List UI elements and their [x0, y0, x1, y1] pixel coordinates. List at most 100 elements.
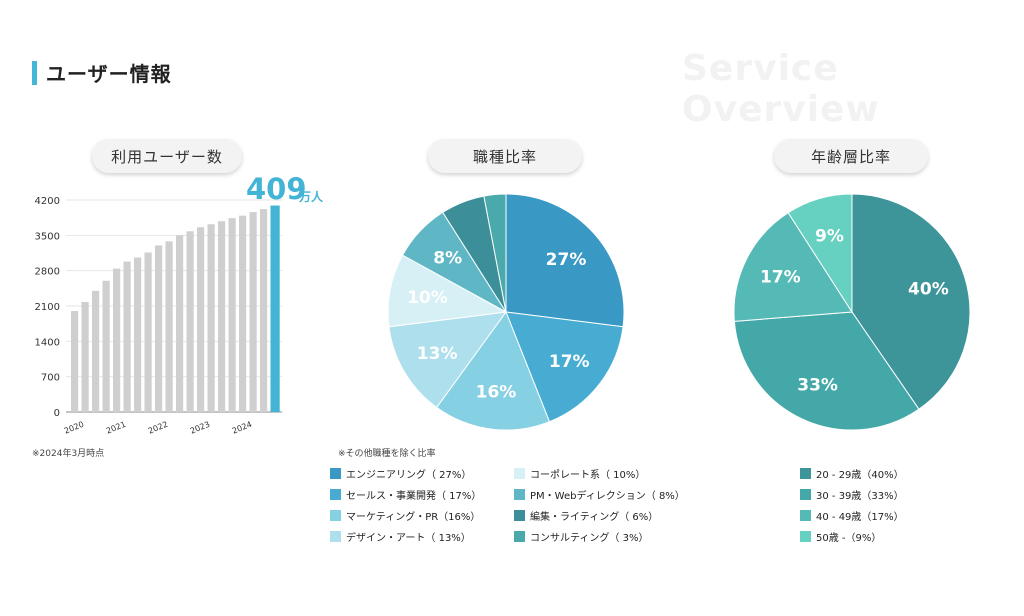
y-tick-label: 0 [54, 408, 60, 419]
legend-item: 50歳 -（9%） [800, 529, 881, 544]
pie-slice [851, 193, 971, 410]
user-count-bar [123, 261, 131, 412]
legend-swatch [330, 531, 341, 542]
jobs-pie-chart: 27% 17% 16% 13% 10% 8% [387, 193, 625, 431]
legend-item: 40 - 49歳（17%） [800, 508, 904, 523]
highlight-bar [270, 205, 280, 412]
user-count-bar [218, 221, 226, 412]
y-tick-label: 3500 [35, 231, 60, 242]
legend-label: コンサルティング（ 3%） [530, 533, 649, 544]
legend-swatch [514, 531, 525, 542]
legend-label: 40 - 49歳（17%） [816, 512, 904, 523]
legend-label: マーケティング・PR（16%） [346, 512, 481, 523]
legend-label: 30 - 39歳（33%） [816, 491, 904, 502]
pie-slice [787, 193, 853, 314]
legend-note: ※その他職種を除く比率 [338, 449, 436, 459]
user-count-bar [81, 301, 89, 412]
user-count-bar [249, 212, 257, 412]
pie-slice-label: 17% [760, 268, 801, 288]
pie-slice [387, 254, 508, 328]
user-count-bar [239, 215, 247, 412]
legend-label: PM・Webディレクション（ 8%） [530, 491, 685, 502]
page-title: ユーザー情報 [46, 62, 172, 86]
legend-label: 20 - 29歳（40%） [816, 470, 904, 481]
pie-slice [733, 311, 920, 431]
user-count-bar [134, 257, 142, 412]
pie-slice-label: 10% [407, 288, 448, 308]
legend-label: 50歳 -（9%） [816, 533, 882, 544]
legend-item: コーポレート系（ 10%） [514, 466, 645, 481]
user-count-bar [165, 241, 173, 412]
users-bar-chart: 0 700 1400 2100 2800 3500 4200 2020 2021 2022 2023… [35, 196, 282, 436]
users-chart-header: 利用ユーザー数 [92, 139, 242, 173]
pie-slice [505, 311, 624, 423]
age-pie-chart: 40% 33% 17% 9% [733, 193, 971, 431]
legend-label: エンジニアリング（ 27%） [346, 470, 472, 481]
y-tick-label: 4200 [35, 196, 60, 207]
legend-swatch [800, 531, 811, 542]
pie-slice-label: 27% [546, 250, 587, 270]
user-count-bar [113, 268, 121, 412]
legend-label: コーポレート系（ 10%） [530, 470, 646, 481]
user-count-bar [228, 218, 236, 412]
legend-item: 編集・ライティング（ 6%） [514, 508, 658, 523]
legend-label: セールス・事業開発（ 17%） [346, 491, 482, 502]
legend-item: マーケティング・PR（16%） [330, 508, 480, 523]
legend-swatch [330, 510, 341, 521]
pie-slice-label: 40% [908, 279, 949, 299]
legend-item: 20 - 29歳（40%） [800, 466, 904, 481]
y-tick-label: 700 [41, 373, 60, 384]
legend-swatch [800, 510, 811, 521]
legend-item: デザイン・アート（ 13%） [330, 529, 471, 544]
y-tick-label: 2100 [35, 302, 60, 313]
pie-slice-label: 33% [797, 375, 838, 395]
watermark-text: Service Overview [682, 48, 880, 130]
y-tick-label: 1400 [35, 337, 60, 348]
legend-item: セールス・事業開発（ 17%） [330, 487, 481, 502]
legend-item: コンサルティング（ 3%） [514, 529, 648, 544]
pie-slice [733, 212, 853, 322]
legend-item: エンジニアリング（ 27%） [330, 466, 471, 481]
pie-slice [483, 193, 507, 313]
pie-slice-label: 13% [417, 344, 458, 364]
x-tick-label: 2023 [189, 420, 211, 436]
user-count-bar [186, 231, 194, 412]
legend-swatch [514, 489, 525, 500]
user-count-bar [144, 252, 152, 412]
title-accent-bar [32, 61, 37, 85]
y-tick-label: 2800 [35, 267, 60, 278]
user-count-bar [92, 290, 100, 412]
legend-item: 30 - 39歳（33%） [800, 487, 904, 502]
pie-slice-label: 9% [815, 226, 844, 246]
jobs-chart-header: 職種比率 [428, 139, 582, 173]
highlight-unit: 万人 [299, 190, 324, 204]
legend-label: 編集・ライティング（ 6%） [530, 512, 659, 523]
pie-slice [435, 310, 551, 431]
user-count-bar [176, 235, 184, 412]
legend-swatch [514, 510, 525, 521]
pie-slice-label: 8% [433, 248, 462, 268]
user-count-bar [155, 245, 163, 412]
legend-swatch [800, 468, 811, 479]
user-count-bar [207, 224, 215, 412]
legend-item: PM・Webディレクション（ 8%） [514, 487, 685, 502]
pie-slice-label: 16% [476, 382, 517, 402]
legend-swatch [330, 489, 341, 500]
legend-swatch [800, 489, 811, 500]
pie-slice [505, 193, 625, 328]
legend-swatch [514, 468, 525, 479]
user-count-bar [197, 227, 205, 412]
x-tick-label: 2021 [105, 420, 127, 436]
x-tick-label: 2024 [231, 420, 253, 436]
x-tick-label: 2022 [147, 420, 169, 436]
age-chart-header: 年齢層比率 [774, 139, 928, 173]
pie-slice-label: 17% [549, 352, 590, 372]
legend-swatch [330, 468, 341, 479]
pie-slice [388, 311, 508, 409]
user-count-bar [260, 209, 268, 412]
user-count-bar [102, 280, 110, 412]
footnote: ※2024年3月時点 [32, 449, 105, 459]
user-count-bar [71, 311, 79, 412]
legend-label: デザイン・アート（ 13%） [346, 533, 471, 544]
x-tick-label: 2020 [63, 420, 85, 436]
